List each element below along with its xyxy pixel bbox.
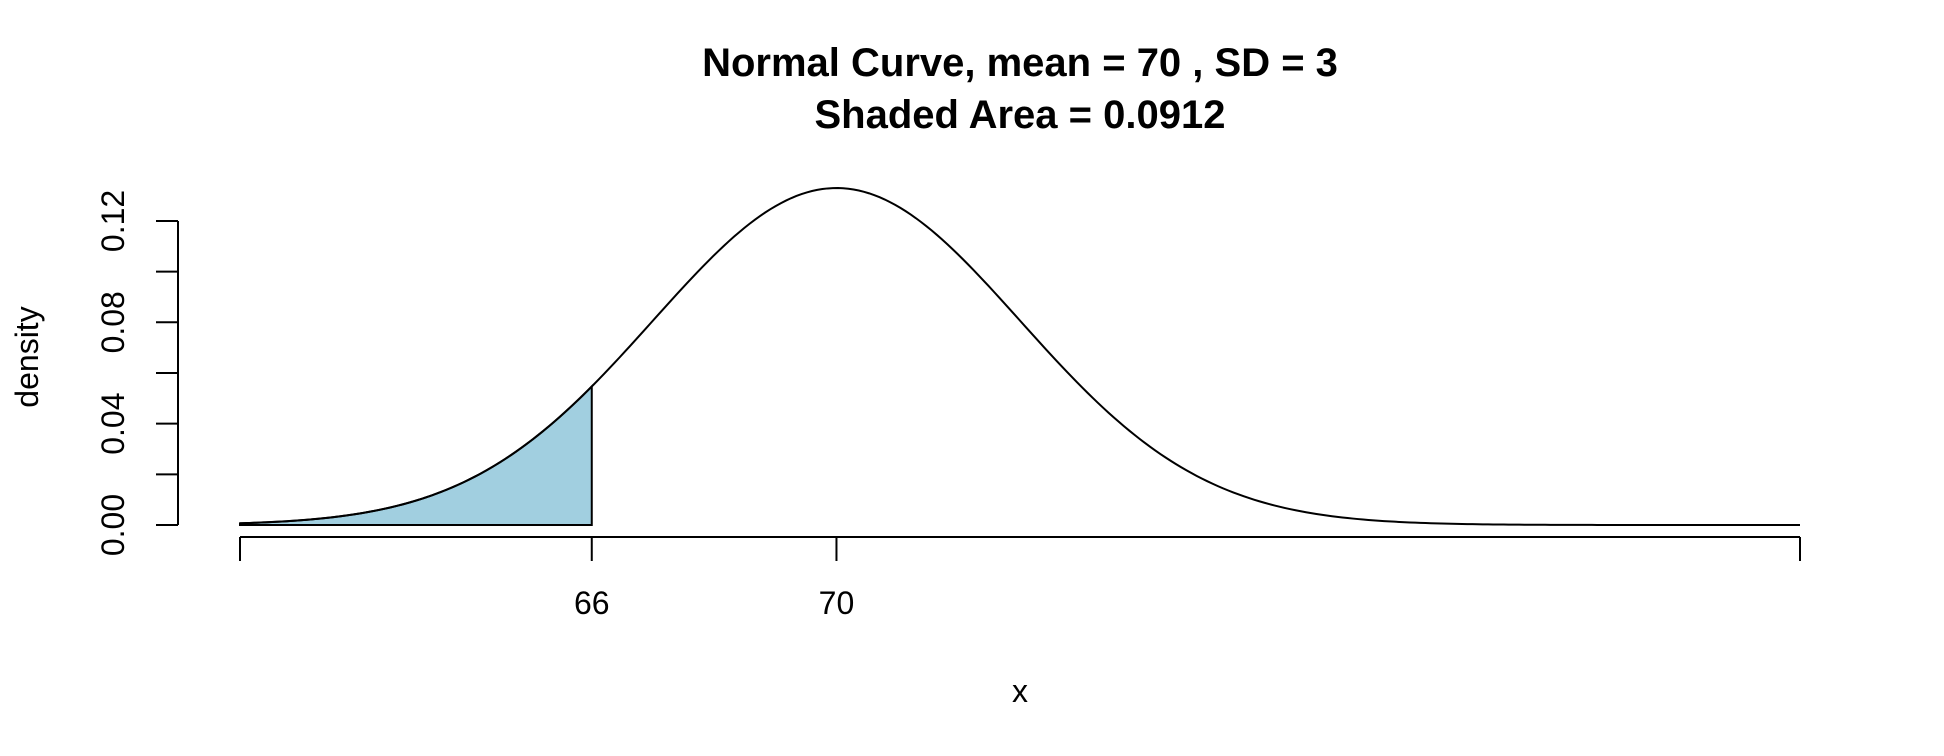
y-axis: 0.00 0.04 0.08 0.12 [95, 190, 179, 556]
y-tick-label: 0.00 [95, 494, 131, 556]
density-curve [239, 187, 1800, 526]
y-tick-label: 0.12 [95, 190, 131, 252]
x-tick-label: 70 [819, 585, 855, 621]
y-tick-label: 0.08 [95, 291, 131, 353]
y-axis-label: density [9, 306, 45, 407]
x-tick-label: 66 [574, 585, 610, 621]
x-axis: 66 70 [239, 536, 1801, 621]
y-tick-label: 0.04 [95, 393, 131, 455]
chart-subtitle: Shaded Area = 0.0912 [815, 93, 1226, 137]
chart-title: Normal Curve, mean = 70 , SD = 3 [702, 41, 1338, 85]
x-axis-label: x [1012, 673, 1028, 709]
shaded-area [239, 384, 593, 526]
